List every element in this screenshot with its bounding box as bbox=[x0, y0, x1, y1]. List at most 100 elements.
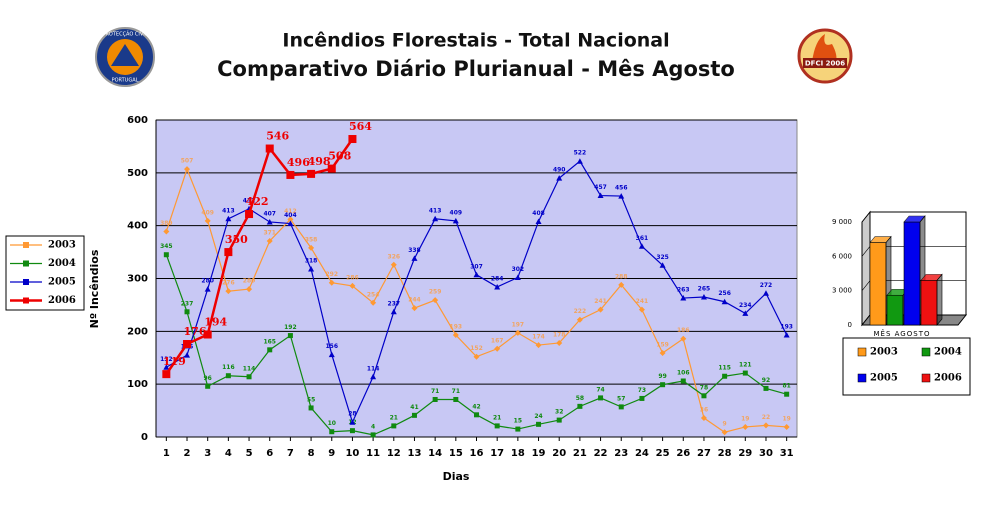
data-label: 408 bbox=[532, 210, 545, 217]
bar bbox=[920, 273, 943, 326]
marker bbox=[701, 393, 707, 399]
data-label: 307 bbox=[470, 263, 483, 270]
data-label: 280 bbox=[201, 278, 214, 285]
data-label: 237 bbox=[388, 300, 401, 307]
data-label: 234 bbox=[739, 302, 752, 309]
marker bbox=[370, 299, 377, 306]
data-label: 55 bbox=[307, 396, 315, 403]
data-label: 361 bbox=[636, 235, 649, 242]
legend-marker bbox=[23, 279, 29, 285]
data-label: 152 bbox=[470, 345, 483, 352]
marker bbox=[700, 414, 707, 421]
data-label: 114 bbox=[243, 365, 256, 372]
data-label: 256 bbox=[718, 290, 731, 297]
marker bbox=[742, 310, 749, 316]
data-label: 159 bbox=[656, 341, 669, 348]
y-tick-label: 500 bbox=[127, 168, 148, 179]
marker bbox=[680, 378, 686, 384]
marker bbox=[329, 429, 335, 435]
marker bbox=[203, 330, 212, 339]
x-tick-label: 17 bbox=[490, 448, 504, 459]
data-label: 318 bbox=[305, 257, 318, 264]
marker bbox=[556, 417, 562, 423]
x-tick-label: 11 bbox=[366, 448, 380, 459]
data-label: 186 bbox=[677, 327, 690, 334]
x-tick-label: 24 bbox=[635, 448, 649, 459]
legend-label: 2003 bbox=[48, 240, 76, 251]
data-label: 413 bbox=[429, 207, 442, 214]
data-label: 284 bbox=[491, 275, 504, 282]
data-label: 498 bbox=[308, 155, 331, 168]
bar-front bbox=[920, 280, 938, 326]
data-label: 156 bbox=[325, 343, 338, 350]
data-label: 15 bbox=[514, 418, 522, 425]
data-label: 193 bbox=[780, 324, 793, 331]
data-label: 276 bbox=[222, 280, 235, 287]
marker bbox=[618, 404, 624, 410]
data-label: 241 bbox=[636, 298, 649, 305]
x-tick-label: 18 bbox=[511, 448, 525, 459]
data-label: 106 bbox=[677, 369, 690, 376]
series-line bbox=[165, 138, 354, 375]
marker bbox=[556, 175, 563, 181]
data-label: 237 bbox=[181, 300, 194, 307]
logo-band bbox=[803, 58, 847, 68]
grid-line bbox=[861, 211, 966, 223]
data-label: 22 bbox=[762, 414, 770, 421]
data-label: 121 bbox=[739, 362, 752, 369]
data-label: 288 bbox=[615, 273, 628, 280]
marker bbox=[660, 382, 666, 388]
marker bbox=[598, 395, 604, 401]
marker bbox=[536, 421, 542, 427]
marker bbox=[638, 243, 645, 249]
x-tick-label: 1 bbox=[163, 448, 170, 459]
x-tick-label: 15 bbox=[449, 448, 463, 459]
marker bbox=[287, 216, 294, 223]
marker bbox=[184, 352, 191, 358]
data-label: 389 bbox=[160, 220, 173, 227]
data-label: 9 bbox=[723, 421, 727, 428]
marker bbox=[308, 244, 315, 251]
y-tick-label: 100 bbox=[127, 379, 148, 390]
marker bbox=[245, 210, 254, 219]
y-tick-label: 0 bbox=[141, 432, 148, 443]
marker bbox=[391, 423, 397, 429]
marker bbox=[473, 271, 480, 278]
data-label: 302 bbox=[512, 266, 525, 273]
marker bbox=[514, 329, 521, 336]
data-label: 193 bbox=[450, 324, 463, 331]
data-label: 57 bbox=[617, 395, 625, 402]
x-tick-label: 4 bbox=[225, 448, 232, 459]
marker bbox=[763, 385, 769, 391]
marker bbox=[474, 412, 479, 418]
legend-label: 2005 bbox=[48, 277, 76, 288]
data-label: 92 bbox=[762, 377, 770, 384]
data-label: 32 bbox=[555, 409, 563, 416]
x-tick-label: 31 bbox=[780, 448, 794, 459]
data-label: 73 bbox=[638, 387, 646, 394]
data-label: 174 bbox=[532, 334, 545, 341]
marker bbox=[205, 383, 211, 389]
marker bbox=[390, 308, 397, 315]
x-tick-label: 13 bbox=[408, 448, 422, 459]
marker bbox=[721, 429, 728, 436]
data-label: 358 bbox=[305, 236, 318, 243]
marker bbox=[556, 339, 563, 346]
x-tick-label: MÊS AGOSTO bbox=[874, 329, 931, 338]
data-label: 36 bbox=[700, 406, 708, 413]
data-label: 254 bbox=[367, 291, 380, 298]
data-label: 71 bbox=[452, 388, 460, 395]
data-label: 178 bbox=[553, 331, 566, 338]
y-tick-label: 400 bbox=[127, 221, 148, 232]
data-label: 24 bbox=[534, 413, 542, 420]
legend-label: 2004 bbox=[934, 347, 962, 358]
marker bbox=[370, 432, 376, 438]
marker bbox=[327, 164, 336, 173]
marker bbox=[308, 265, 315, 272]
data-label: 263 bbox=[677, 287, 690, 294]
data-label: 115 bbox=[718, 365, 731, 372]
data-label: 176 bbox=[184, 325, 207, 338]
data-label: 409 bbox=[201, 209, 214, 216]
marker bbox=[680, 295, 687, 301]
chart-subtitle: Comparativo Diário Plurianual - Mês Agos… bbox=[217, 57, 735, 81]
